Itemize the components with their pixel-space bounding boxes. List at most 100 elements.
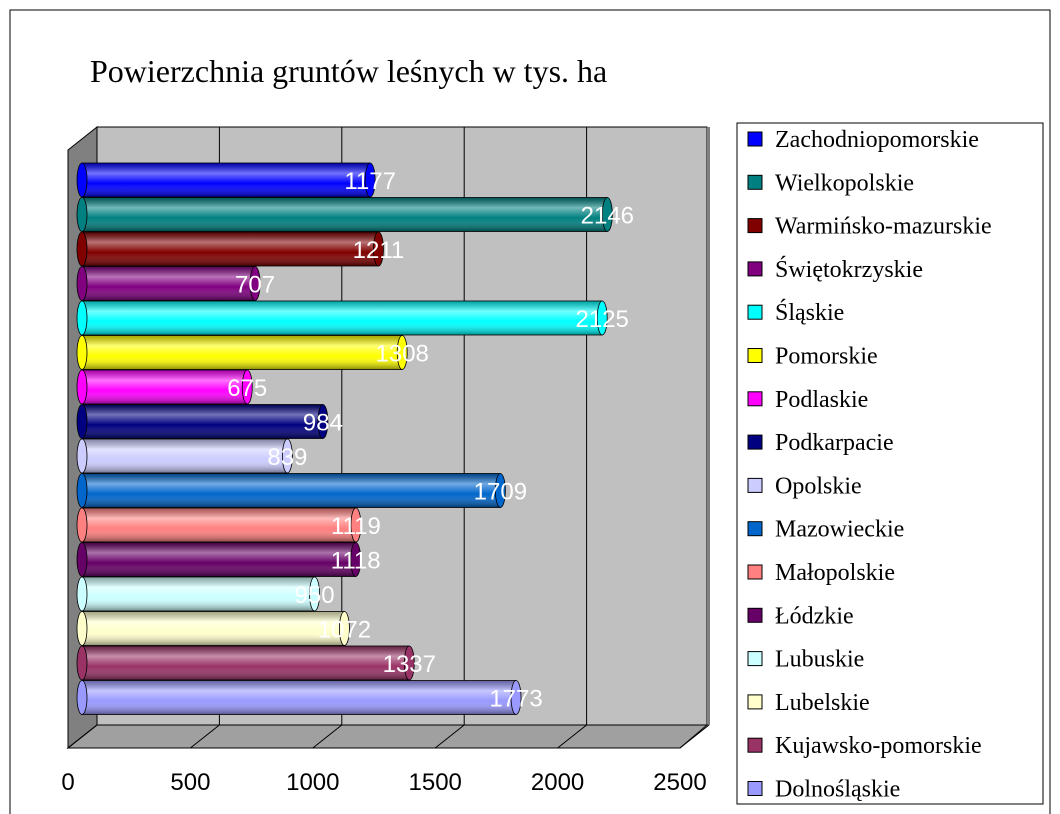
legend-label: Zachodniopomorskie <box>775 127 979 153</box>
grid-line <box>190 724 220 749</box>
bar-start <box>76 300 88 336</box>
bar-start <box>76 576 88 612</box>
bar-shade <box>82 370 248 404</box>
legend-label: Pomorskie <box>775 344 878 370</box>
legend-swatch <box>747 694 763 710</box>
data-label: 1709 <box>474 479 527 506</box>
legend-swatch <box>747 781 763 796</box>
bar-shade <box>82 232 379 266</box>
legend-label: Śląskie <box>775 299 844 326</box>
data-label: 839 <box>267 444 307 471</box>
legend-label: Kujawsko-pomorskie <box>775 733 982 759</box>
bar-start <box>76 438 88 474</box>
bar-cap <box>510 680 522 715</box>
x-tick-label: 500 <box>170 769 210 796</box>
x-tick-label: 0 <box>61 769 74 796</box>
legend-swatch <box>747 391 763 407</box>
bar-shade <box>82 646 410 680</box>
bar-shade <box>82 163 371 197</box>
data-label: 1308 <box>376 341 429 368</box>
grid-line <box>312 724 343 749</box>
bar-start <box>76 162 88 198</box>
bar-cap <box>339 611 350 646</box>
legend-label: Warmińsko-mazurskie <box>775 214 992 240</box>
bar-shade <box>82 266 256 301</box>
grid-line <box>679 724 710 749</box>
bar-shade <box>82 301 603 335</box>
legend-label: Dolnośląskie <box>775 777 900 803</box>
data-label: 2125 <box>576 306 629 333</box>
x-tick-label: 1000 <box>286 769 339 796</box>
bar-cap <box>350 542 362 577</box>
legend-label: Lubelskie <box>775 690 870 716</box>
legend-swatch <box>747 737 763 753</box>
data-label: 1118 <box>331 548 381 575</box>
chart-title: Powierzchnia gruntów leśnych w tys. ha <box>90 53 607 89</box>
data-label: 1119 <box>331 513 381 540</box>
bar-shade <box>82 680 517 715</box>
legend-label: Mazowieckie <box>775 517 904 543</box>
legend-swatch <box>747 434 763 450</box>
bar-cap <box>494 473 506 508</box>
grid-line <box>67 724 98 749</box>
legend-label: Podkarpacie <box>775 430 894 456</box>
legend-swatch <box>747 607 763 623</box>
legend-swatch <box>747 131 763 147</box>
legend-swatch <box>747 348 763 363</box>
bar-start <box>76 231 88 267</box>
bar-cap <box>317 404 329 439</box>
bar-start <box>76 335 88 370</box>
legend-label: Wielkopolskie <box>775 170 914 196</box>
legend-swatch <box>747 261 763 277</box>
legend-swatch <box>747 174 763 190</box>
data-label: 1211 <box>353 237 405 264</box>
bar-start <box>76 197 88 232</box>
data-label: 675 <box>227 375 267 402</box>
legend-swatch <box>747 564 763 580</box>
data-label: 1177 <box>344 168 396 195</box>
legend-label: Świętokrzyskie <box>775 256 923 283</box>
bar-shade <box>82 508 356 542</box>
legend-swatch <box>747 218 763 234</box>
legend-swatch <box>747 477 763 493</box>
data-label: 1072 <box>318 617 371 644</box>
x-tick-label: 2000 <box>531 769 584 796</box>
grid-line <box>434 724 465 749</box>
bar-cap <box>309 576 320 612</box>
legend-label: Lubuskie <box>775 647 864 673</box>
bar-start <box>76 611 88 646</box>
bar-start <box>76 473 88 508</box>
bar-shade <box>82 439 288 473</box>
floor <box>66 724 709 749</box>
bar-start <box>76 266 88 301</box>
legend-swatch <box>747 304 763 320</box>
legend-swatch <box>747 521 763 537</box>
bar-start <box>76 645 88 681</box>
data-label: 984 <box>303 410 343 437</box>
data-label: 950 <box>295 582 335 609</box>
bar-cap <box>596 300 608 336</box>
bar-cap <box>241 369 253 405</box>
bar-cap <box>601 197 613 232</box>
bar-start <box>76 369 88 405</box>
bar-start <box>76 507 88 543</box>
bar-shade <box>82 542 356 577</box>
bar-start <box>76 542 88 577</box>
bar-cap <box>403 645 415 681</box>
data-label: 2146 <box>581 203 634 230</box>
legend-label: Małopolskie <box>775 560 895 586</box>
bar-cap <box>249 266 261 301</box>
bar-shade <box>82 197 608 232</box>
legend-swatch <box>747 651 763 667</box>
legend <box>736 122 1044 805</box>
bar-cap <box>373 231 384 267</box>
data-label: 707 <box>235 272 275 299</box>
chart-border <box>9 9 1051 814</box>
data-label: 1337 <box>383 651 436 678</box>
x-tick-label: 2500 <box>653 769 706 796</box>
x-tick-label: 1500 <box>409 769 462 796</box>
bar-shade <box>82 611 345 646</box>
bar-cap <box>350 507 362 543</box>
bar-shade <box>82 335 403 370</box>
